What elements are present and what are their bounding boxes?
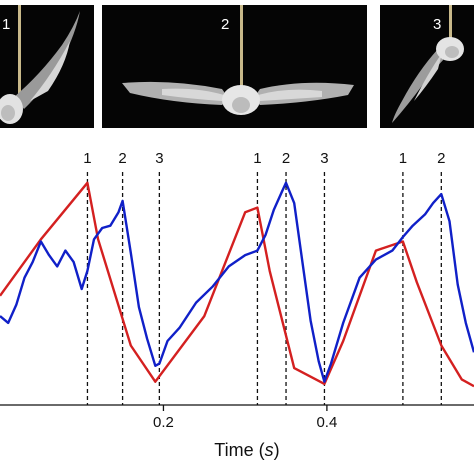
- data-series: [0, 181, 474, 388]
- phase-markers: 1 2 3 1 2 3 1 2: [83, 150, 445, 405]
- video-frame-2: 2: [102, 5, 367, 128]
- bat-wings-down-image: [392, 5, 464, 123]
- phase-marker-label: 1: [399, 150, 407, 167]
- phase-marker-label: 1: [83, 150, 91, 167]
- x-tick-label: 0.4: [316, 414, 337, 431]
- series-line-1: [0, 181, 474, 388]
- series-line-2: [0, 181, 474, 383]
- video-frame-3: 3: [380, 5, 474, 128]
- video-frame-1: 1: [0, 5, 94, 128]
- phase-marker-label: 3: [320, 150, 328, 167]
- phase-marker-label: 2: [118, 150, 126, 167]
- frame-number-1: 1: [2, 16, 11, 33]
- bat-wings-up-image: [0, 5, 80, 124]
- frame-number-2: 2: [221, 16, 230, 33]
- x-axis-ticks: 0.2 0.4: [153, 405, 337, 431]
- bat-wings-spread-image: [122, 5, 354, 115]
- x-tick-label: 0.2: [153, 414, 174, 431]
- phase-marker-label: 1: [253, 150, 261, 167]
- phase-marker-label: 2: [282, 150, 290, 167]
- x-axis-label: Time (s): [214, 440, 279, 460]
- phase-marker-label: 2: [437, 150, 445, 167]
- phase-marker-label: 3: [155, 150, 163, 167]
- frame-number-3: 3: [433, 16, 442, 33]
